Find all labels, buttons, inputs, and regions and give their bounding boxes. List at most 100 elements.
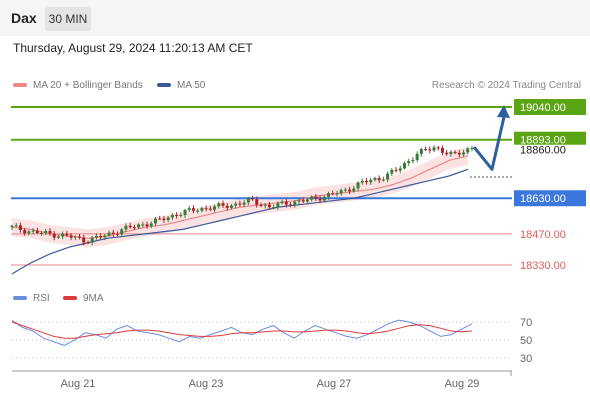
- candle-body: [453, 152, 457, 154]
- level-tag-19040.00: [514, 99, 586, 115]
- candle-body: [166, 217, 170, 221]
- candle-body: [116, 233, 120, 235]
- candle-body: [18, 225, 22, 231]
- candle-body: [170, 215, 174, 218]
- ma50-swatch: [157, 83, 171, 88]
- symbol-title: Dax: [11, 10, 37, 26]
- candle-body: [424, 149, 428, 151]
- candle-body: [419, 149, 423, 154]
- timeframe-button[interactable]: 30 MIN: [45, 7, 91, 31]
- candle-body: [120, 229, 124, 235]
- candle-body: [10, 225, 14, 228]
- rsi-swatch: [13, 296, 27, 301]
- last-price-tag: [514, 144, 586, 155]
- rsi-legend-label: RSI: [33, 293, 50, 304]
- candle-body: [255, 199, 259, 205]
- chart-datetime: Thursday, August 29, 2024 11:20:13 AM CE…: [13, 41, 253, 55]
- candle-body: [466, 148, 470, 153]
- candle-body: [352, 188, 356, 192]
- level-label-18470.00: 18470.00: [520, 229, 566, 241]
- candle-body: [310, 196, 314, 200]
- candle-body: [402, 163, 406, 169]
- candle-body: [428, 149, 432, 151]
- candle-body: [107, 232, 111, 236]
- candle-body: [322, 196, 326, 201]
- candle-body: [82, 237, 86, 243]
- candle-body: [364, 180, 368, 183]
- legend-9ma: 9MA: [63, 293, 104, 304]
- candle-body: [390, 169, 394, 174]
- candle-body: [297, 200, 301, 202]
- candle-body: [65, 233, 69, 236]
- candle-body: [339, 190, 343, 194]
- candle-body: [373, 178, 377, 180]
- candle-body: [40, 232, 44, 234]
- ma9-swatch: [63, 296, 77, 301]
- candle-body: [398, 168, 402, 171]
- candle-body: [94, 235, 98, 238]
- ma20-legend-label: MA 20 + Bollinger Bands: [33, 80, 143, 91]
- candle-body: [204, 208, 208, 210]
- candle-body: [103, 235, 107, 238]
- candle-body: [128, 225, 132, 228]
- candle-body: [187, 208, 191, 210]
- candle-body: [301, 200, 305, 202]
- candle-body: [272, 207, 276, 209]
- candle-body: [234, 203, 238, 206]
- candle-body: [153, 218, 157, 224]
- candle-body: [137, 224, 141, 228]
- candle-body: [318, 198, 322, 201]
- candle-body: [196, 210, 200, 212]
- level-label-18893.00: 18893.00: [520, 135, 566, 147]
- candle-body: [124, 225, 128, 230]
- candle-body: [407, 161, 411, 164]
- candle-body: [200, 208, 204, 211]
- candle-body: [263, 204, 267, 206]
- candle-body: [436, 147, 440, 149]
- candle-body: [191, 208, 195, 211]
- last-price-label: 18860.00: [520, 145, 566, 157]
- candle-body: [411, 159, 415, 162]
- candle-body: [175, 215, 179, 217]
- candle-body: [14, 225, 18, 227]
- candle-body: [52, 233, 56, 238]
- candle-body: [246, 198, 250, 203]
- candle-body: [251, 198, 255, 200]
- candle-body: [348, 189, 352, 192]
- level-label-18630.00: 18630.00: [520, 193, 566, 205]
- bollinger-band: [12, 147, 468, 248]
- ma50-legend-label: MA 50: [177, 80, 206, 91]
- candle-body: [440, 148, 444, 153]
- candle-body: [179, 215, 183, 217]
- candle-body: [445, 152, 449, 155]
- legend-ma50: MA 50: [157, 80, 205, 91]
- level-label-19040.00: 19040.00: [520, 102, 566, 114]
- candle-body: [86, 242, 90, 244]
- candle-body: [31, 230, 35, 232]
- top-bar: [0, 0, 590, 36]
- source-watermark: Research © 2024 Trading Central: [431, 80, 581, 91]
- candle-body: [213, 206, 217, 210]
- rsi-tick-30: 30: [520, 353, 532, 365]
- candle-body: [35, 230, 39, 234]
- candle-body: [23, 230, 27, 234]
- candle-body: [145, 224, 149, 227]
- x-tick-label: Aug 29: [445, 378, 480, 390]
- candle-body: [449, 152, 453, 155]
- candle-body: [293, 201, 297, 206]
- candle-body: [183, 209, 187, 216]
- candle-body: [158, 218, 162, 220]
- candle-body: [394, 169, 398, 171]
- candle-body: [27, 231, 31, 234]
- candle-body: [335, 193, 339, 195]
- candle-body: [432, 147, 436, 151]
- candle-body: [73, 236, 77, 238]
- candle-body: [78, 236, 82, 238]
- candle-body: [360, 180, 364, 183]
- candle-body: [331, 193, 335, 195]
- candle-body: [111, 232, 115, 234]
- candle-body: [289, 204, 293, 206]
- candle-body: [225, 205, 229, 208]
- candle-body: [61, 233, 65, 237]
- candle-body: [44, 230, 48, 233]
